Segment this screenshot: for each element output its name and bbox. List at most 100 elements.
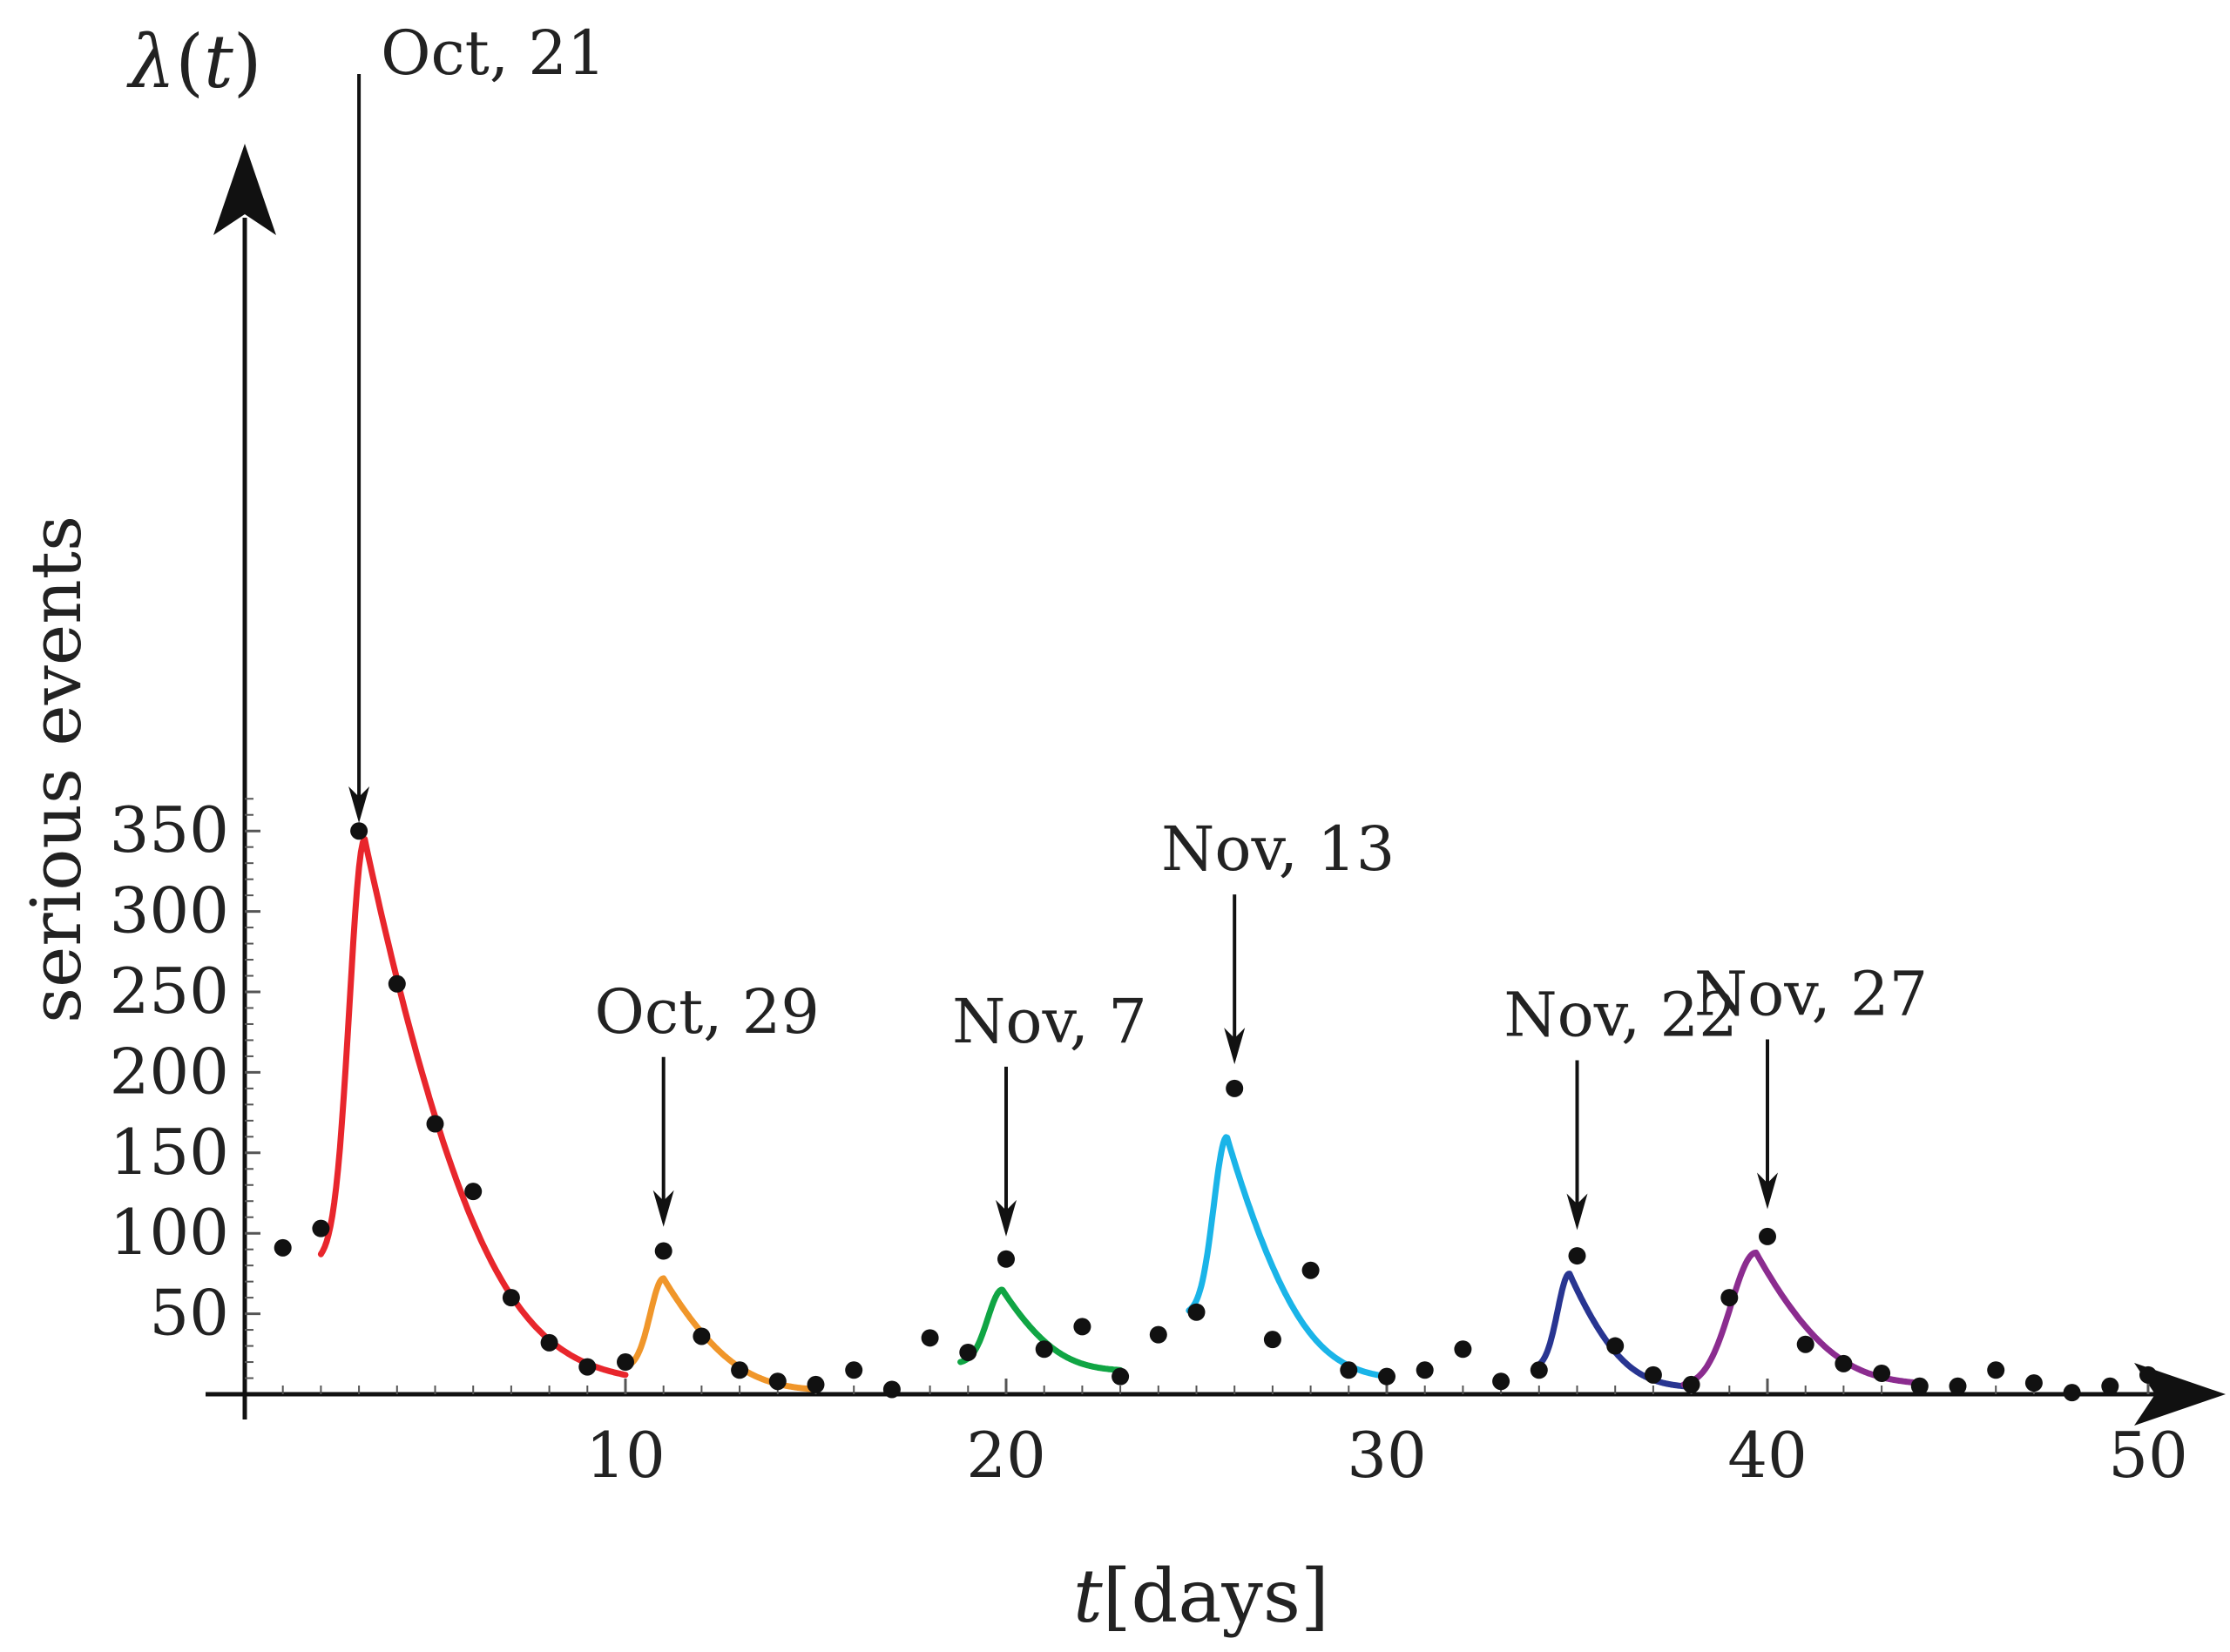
data-points (274, 822, 2157, 1402)
x-tick-label: 50 (2108, 1419, 2188, 1492)
data-point (1759, 1227, 1776, 1245)
x-tick-label: 10 (585, 1419, 666, 1492)
data-point (2024, 1374, 2043, 1392)
annotation-arrow-head (652, 1190, 674, 1227)
fit-curve-2 (622, 1275, 819, 1392)
data-point (350, 822, 368, 840)
fit-curve-5 (1531, 1271, 1687, 1390)
x-title-var: t (1073, 1554, 1103, 1639)
data-point (1835, 1354, 1853, 1372)
data-point (426, 1115, 444, 1133)
data-point (502, 1289, 520, 1307)
annotation-5: Nov, 22 (1504, 980, 1738, 1231)
data-point (693, 1327, 711, 1345)
data-point (1949, 1377, 1967, 1395)
data-point (1910, 1377, 1929, 1395)
data-point (1301, 1261, 1320, 1279)
y-symbol-lambda: λ (126, 19, 175, 105)
y-tick-label: 350 (110, 793, 229, 866)
y-tick-label: 200 (110, 1035, 229, 1108)
data-point (654, 1242, 672, 1260)
data-point (2063, 1384, 2081, 1402)
annotation-arrow-head (1757, 1172, 1778, 1210)
y-axis-arrow (213, 144, 276, 235)
data-point (1682, 1375, 1700, 1393)
data-point (274, 1238, 292, 1257)
annotation-2: Oct, 29 (595, 976, 820, 1227)
data-point (1416, 1361, 1434, 1379)
y-tick-label: 300 (110, 874, 229, 947)
data-point (388, 974, 406, 993)
y-tick-label: 50 (149, 1277, 229, 1350)
data-point (731, 1361, 749, 1379)
fit-curve-6 (1680, 1249, 1923, 1388)
annotation-arrow-head (348, 786, 370, 823)
x-axis-arrow (2134, 1363, 2226, 1426)
y-tick-label: 100 (110, 1196, 229, 1269)
data-point (1987, 1361, 2005, 1379)
data-point (578, 1358, 597, 1376)
y-axis-symbol: λ(t) (126, 19, 262, 105)
data-point (768, 1372, 787, 1391)
y-tick-label: 250 (110, 954, 229, 1028)
data-point (1454, 1340, 1472, 1359)
data-point (1226, 1079, 1244, 1097)
data-point (1492, 1372, 1510, 1391)
annotation-6: Nov, 27 (1694, 958, 1928, 1210)
data-point (845, 1361, 863, 1379)
data-point (1340, 1361, 1358, 1379)
annotation-4: Nov, 13 (1161, 813, 1395, 1065)
data-point (540, 1333, 558, 1352)
data-point (807, 1375, 825, 1393)
data-point (1796, 1335, 1814, 1353)
data-point (959, 1343, 977, 1361)
data-point (997, 1250, 1015, 1268)
data-point (1112, 1367, 1130, 1386)
data-point (2101, 1377, 2119, 1395)
annotation-arrow-head (1224, 1028, 1246, 1065)
data-point (1568, 1247, 1586, 1265)
data-point (2139, 1365, 2157, 1384)
annotation-3: Nov, 7 (952, 986, 1147, 1237)
x-title-open-bracket: [ (1103, 1554, 1132, 1639)
data-point (1263, 1331, 1281, 1349)
data-point (1644, 1365, 1662, 1384)
data-point (1035, 1340, 1053, 1359)
fit-curve-1 (317, 835, 629, 1379)
fit-curve-4 (1186, 1134, 1390, 1380)
data-point (1873, 1364, 1891, 1382)
x-title-close-bracket: ] (1301, 1554, 1329, 1639)
annotation-label: Nov, 13 (1161, 813, 1395, 885)
axis-labels: serious events λ(t) t[days] (16, 19, 1329, 1639)
fit-curves (317, 835, 1923, 1392)
x-tick-label: 30 (1347, 1419, 1427, 1492)
data-point (921, 1329, 939, 1347)
x-tick-label: 40 (1727, 1419, 1808, 1492)
x-title-unit: days (1132, 1554, 1301, 1639)
annotation-label: Oct, 29 (595, 976, 820, 1048)
annotation-arrow-head (1566, 1193, 1588, 1231)
data-point (1073, 1318, 1091, 1336)
data-point (1149, 1325, 1167, 1344)
annotation-label: Nov, 22 (1504, 980, 1737, 1051)
annotation-1: Oct, 21 (348, 17, 605, 823)
fit-curve-3 (957, 1286, 1124, 1373)
data-point (617, 1353, 634, 1372)
x-axis-title: t[days] (1073, 1554, 1329, 1639)
x-tick-label: 20 (966, 1419, 1046, 1492)
annotation-label: Oct, 21 (381, 17, 605, 89)
data-point (1720, 1289, 1739, 1307)
data-point (1606, 1337, 1625, 1355)
y-tick-label: 150 (110, 1116, 229, 1189)
data-point (464, 1183, 483, 1201)
y-axis-title: serious events (16, 516, 97, 1023)
data-point (882, 1380, 901, 1399)
y-symbol-close-paren: ) (233, 19, 262, 105)
data-point (1530, 1361, 1548, 1379)
data-point (312, 1219, 330, 1237)
data-point (1187, 1303, 1206, 1321)
annotation-label: Nov, 27 (1694, 958, 1928, 1029)
